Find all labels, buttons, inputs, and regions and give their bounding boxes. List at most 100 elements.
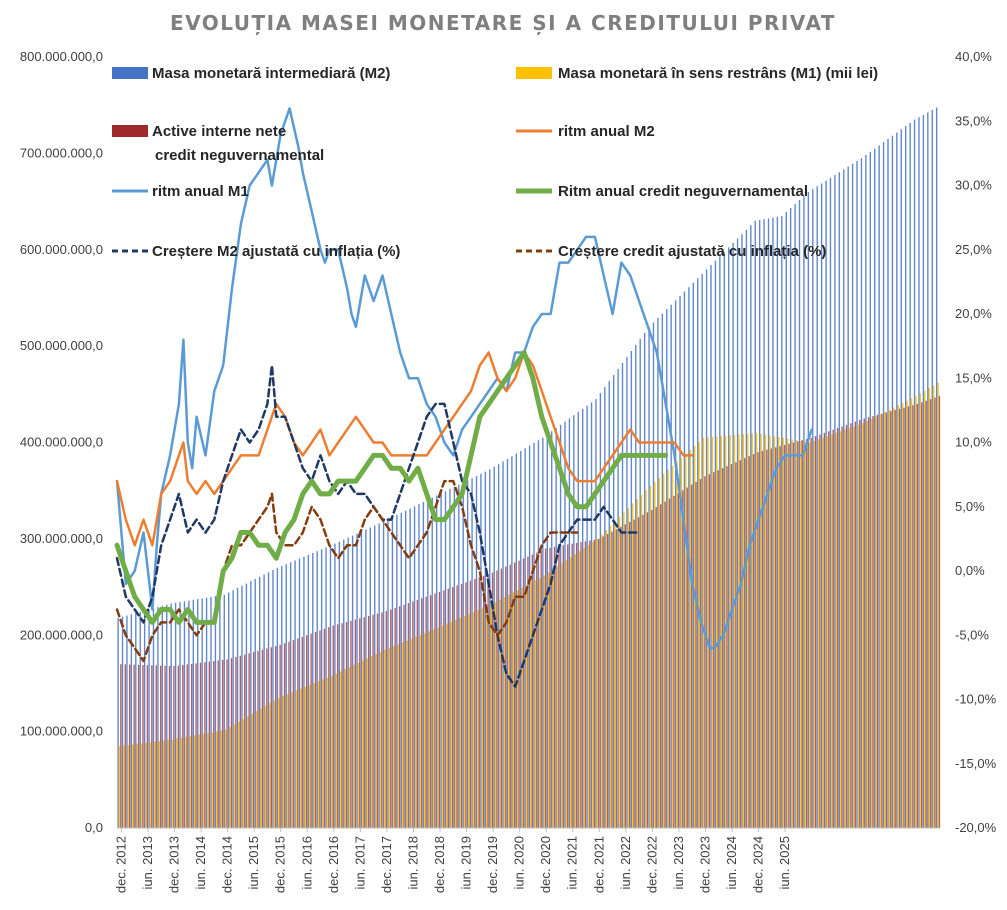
bar-m1 xyxy=(640,494,643,828)
bar-active-interne-nete xyxy=(540,550,542,828)
bar-m2 xyxy=(427,499,429,828)
bar-active-interne-nete xyxy=(279,644,281,828)
bar-m2 xyxy=(267,572,270,828)
bar-m1 xyxy=(508,594,510,828)
bar-m2 xyxy=(913,119,916,829)
bar-active-interne-nete xyxy=(558,546,560,828)
bar-m2 xyxy=(338,541,341,828)
bar-m1 xyxy=(384,649,386,828)
bar-m1 xyxy=(884,411,886,828)
bar-m1 xyxy=(322,679,324,828)
bar-active-interne-nete xyxy=(726,466,728,828)
bar-active-interne-nete xyxy=(221,659,224,828)
bar-active-interne-nete xyxy=(814,436,817,828)
bar-m1 xyxy=(340,671,342,828)
bar-m1 xyxy=(278,697,280,828)
bar-m1 xyxy=(419,634,422,828)
bar-m1 xyxy=(618,516,621,828)
bar-active-interne-nete xyxy=(531,554,534,828)
bar-active-interne-nete xyxy=(239,655,242,828)
bar-m1 xyxy=(853,426,855,828)
bar-m1 xyxy=(685,453,687,828)
bar-m1 xyxy=(247,716,249,828)
bar-active-interne-nete xyxy=(137,664,140,828)
bar-m2 xyxy=(829,177,832,829)
bar-m2 xyxy=(139,611,141,828)
bar-m1 xyxy=(592,541,594,828)
bar-m1 xyxy=(415,636,417,828)
bar-m2 xyxy=(294,560,296,828)
bar-active-interne-nete xyxy=(682,490,684,828)
bar-m1 xyxy=(543,575,545,828)
bar-active-interne-nete xyxy=(876,414,879,828)
bar-m1 xyxy=(282,696,284,828)
bar-m2 xyxy=(776,216,779,828)
bar-active-interne-nete xyxy=(584,541,587,828)
bar-m1 xyxy=(331,675,333,828)
bar-active-interne-nete xyxy=(208,661,211,828)
bar-m1 xyxy=(831,434,833,828)
bar-active-interne-nete xyxy=(509,564,511,828)
bar-active-interne-nete xyxy=(372,614,374,828)
bar-active-interne-nete xyxy=(761,450,764,828)
bar-active-interne-nete xyxy=(686,487,688,828)
bar-m1 xyxy=(229,727,231,828)
x-tick-label: iun. 2020 xyxy=(512,836,527,890)
x-tick-label: dec. 2018 xyxy=(432,836,447,893)
bar-m2 xyxy=(767,218,770,829)
bar-active-interne-nete xyxy=(204,662,206,828)
bar-active-interne-nete xyxy=(248,653,250,828)
bar-active-interne-nete xyxy=(447,588,449,828)
bar-m1 xyxy=(370,656,373,828)
bar-m1 xyxy=(304,686,307,828)
bar-active-interne-nete xyxy=(832,429,834,828)
bar-active-interne-nete xyxy=(275,646,277,828)
bar-active-interne-nete xyxy=(810,437,812,828)
bar-active-interne-nete xyxy=(704,476,706,828)
x-tick-label: dec. 2013 xyxy=(167,836,182,893)
bar-m2 xyxy=(621,362,624,828)
bar-m2 xyxy=(245,583,248,828)
bar-active-interne-nete xyxy=(708,474,711,828)
bar-m2 xyxy=(705,269,708,828)
bar-m1 xyxy=(729,435,731,828)
bar-m1 xyxy=(671,465,674,828)
bar-active-interne-nete xyxy=(580,542,582,828)
bar-m2 xyxy=(856,161,858,828)
bar-m1 xyxy=(636,499,638,828)
bar-active-interne-nete xyxy=(527,556,529,828)
bar-m1 xyxy=(163,740,165,828)
bar-m2 xyxy=(798,199,801,829)
bar-m2 xyxy=(351,535,354,828)
bar-m2 xyxy=(489,469,491,828)
bar-active-interne-nete xyxy=(487,574,489,828)
bar-m2 xyxy=(896,132,898,828)
x-tick-label: iun. 2021 xyxy=(565,836,580,890)
bar-m2 xyxy=(865,154,867,828)
bar-m2 xyxy=(471,478,473,828)
y-left-tick-label: 700.000.000,0 xyxy=(20,145,103,160)
bar-m1 xyxy=(441,625,444,828)
bar-m1 xyxy=(932,385,935,828)
bar-m1 xyxy=(140,743,143,828)
chart-title: EVOLUȚIA MASEI MONETARE ȘI A CREDITULUI … xyxy=(170,11,836,35)
bar-m2 xyxy=(382,521,385,828)
bar-active-interne-nete xyxy=(465,582,467,828)
bar-m2 xyxy=(152,608,155,828)
bar-m2 xyxy=(750,225,752,828)
bar-active-interne-nete xyxy=(553,546,556,828)
bar-m1 xyxy=(295,690,298,828)
bar-m1 xyxy=(357,662,360,828)
bar-m1 xyxy=(291,692,293,828)
bar-m2 xyxy=(307,554,310,828)
bar-active-interne-nete xyxy=(407,603,410,828)
bar-m2 xyxy=(918,117,920,828)
bar-active-interne-nete xyxy=(416,599,419,828)
bar-m1 xyxy=(220,730,222,828)
bar-m1 xyxy=(517,589,519,828)
bar-m2 xyxy=(834,175,836,828)
bar-m2 xyxy=(232,590,234,828)
x-tick-label: dec. 2024 xyxy=(751,836,766,893)
bar-m2 xyxy=(515,453,518,828)
bar-active-interne-nete xyxy=(699,479,702,828)
